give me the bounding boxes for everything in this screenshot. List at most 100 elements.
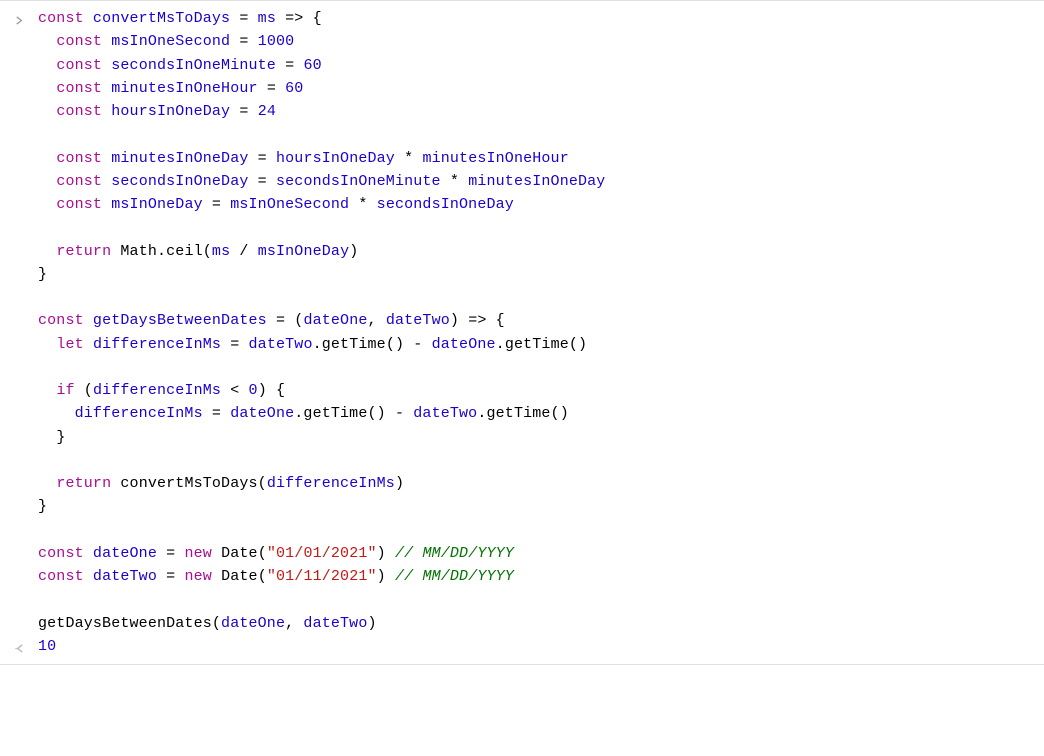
code-content[interactable]: const dateTwo = new Date("01/11/2021") /… xyxy=(38,565,1044,588)
token-keyword: const xyxy=(38,545,84,562)
code-content[interactable]: const convertMsToDays = ms => { xyxy=(38,7,1044,30)
code-content[interactable]: } xyxy=(38,263,1044,286)
token-op: = xyxy=(276,312,285,329)
code-content[interactable]: return convertMsToDays(differenceInMs) xyxy=(38,472,1044,495)
code-content[interactable]: if (differenceInMs < 0) { xyxy=(38,379,1044,402)
code-line[interactable]: } xyxy=(0,426,1044,449)
code-line[interactable]: const dateTwo = new Date("01/11/2021") /… xyxy=(0,565,1044,588)
token-punc: ( xyxy=(84,382,93,399)
code-line[interactable]: const minutesInOneDay = hoursInOneDay * … xyxy=(0,147,1044,170)
code-content[interactable]: } xyxy=(38,495,1044,518)
token-punc: ) xyxy=(258,382,267,399)
code-line[interactable]: const msInOneSecond = 1000 xyxy=(0,30,1044,53)
code-line[interactable] xyxy=(0,449,1044,472)
code-content[interactable]: differenceInMs = dateOne.getTime() - dat… xyxy=(38,402,1044,425)
token-punc: ( xyxy=(258,545,267,562)
token-keyword: const xyxy=(38,568,84,585)
code-content[interactable] xyxy=(38,286,1044,309)
code-content[interactable]: return Math.ceil(ms / msInOneDay) xyxy=(38,240,1044,263)
code-content[interactable]: const hoursInOneDay = 24 xyxy=(38,100,1044,123)
code-content[interactable]: const msInOneDay = msInOneSecond * secon… xyxy=(38,193,1044,216)
token-plain xyxy=(102,33,111,50)
token-plain xyxy=(441,173,450,190)
token-plain xyxy=(230,33,239,50)
code-line[interactable]: return convertMsToDays(differenceInMs) xyxy=(0,472,1044,495)
code-line[interactable]: getDaysBetweenDates(dateOne, dateTwo) xyxy=(0,612,1044,635)
token-identifier: dateTwo xyxy=(413,405,477,422)
gutter xyxy=(0,472,38,495)
code-content[interactable] xyxy=(38,216,1044,239)
code-content[interactable]: const secondsInOneMinute = 60 xyxy=(38,54,1044,77)
code-content[interactable] xyxy=(38,449,1044,472)
code-content[interactable]: getDaysBetweenDates(dateOne, dateTwo) xyxy=(38,612,1044,635)
code-content[interactable]: let differenceInMs = dateTwo.getTime() -… xyxy=(38,333,1044,356)
code-content[interactable]: const msInOneSecond = 1000 xyxy=(38,30,1044,53)
code-content[interactable]: } xyxy=(38,426,1044,449)
indent xyxy=(38,173,56,190)
code-content[interactable] xyxy=(38,588,1044,611)
code-line[interactable]: } xyxy=(0,495,1044,518)
code-line[interactable]: const secondsInOneMinute = 60 xyxy=(0,54,1044,77)
devtools-console[interactable]: const convertMsToDays = ms => { const ms… xyxy=(0,0,1044,665)
token-identifier: msInOneDay xyxy=(258,243,350,260)
code-content[interactable]: const secondsInOneDay = secondsInOneMinu… xyxy=(38,170,1044,193)
token-punc: ) xyxy=(349,243,358,260)
code-line[interactable]: const dateOne = new Date("01/01/2021") /… xyxy=(0,542,1044,565)
code-content[interactable]: const minutesInOneDay = hoursInOneDay * … xyxy=(38,147,1044,170)
gutter xyxy=(0,565,38,588)
code-content[interactable] xyxy=(38,356,1044,379)
code-line[interactable]: differenceInMs = dateOne.getTime() - dat… xyxy=(0,402,1044,425)
code-line[interactable] xyxy=(0,519,1044,542)
token-identifier: dateTwo xyxy=(249,336,313,353)
token-identifier: dateOne xyxy=(230,405,294,422)
code-line[interactable] xyxy=(0,588,1044,611)
token-identifier: dateOne xyxy=(93,545,157,562)
token-plain xyxy=(404,405,413,422)
token-punc: , xyxy=(368,312,377,329)
token-keyword: new xyxy=(184,568,211,585)
indent xyxy=(38,429,56,446)
code-line[interactable] xyxy=(0,216,1044,239)
token-op: => xyxy=(285,10,303,27)
code-line[interactable]: 10 xyxy=(0,635,1044,658)
code-line[interactable]: let differenceInMs = dateTwo.getTime() -… xyxy=(0,333,1044,356)
code-line[interactable]: const getDaysBetweenDates = (dateOne, da… xyxy=(0,309,1044,332)
token-plain xyxy=(258,80,267,97)
code-line[interactable]: return Math.ceil(ms / msInOneDay) xyxy=(0,240,1044,263)
code-content[interactable] xyxy=(38,123,1044,146)
code-line[interactable] xyxy=(0,286,1044,309)
token-plain: getDaysBetweenDates xyxy=(38,615,212,632)
token-plain xyxy=(239,336,248,353)
token-number: 60 xyxy=(285,80,303,97)
indent xyxy=(38,475,56,492)
gutter xyxy=(0,263,38,286)
code-line[interactable]: } xyxy=(0,263,1044,286)
code-line[interactable]: const minutesInOneHour = 60 xyxy=(0,77,1044,100)
code-line[interactable]: const secondsInOneDay = secondsInOneMinu… xyxy=(0,170,1044,193)
token-plain xyxy=(368,196,377,213)
code-content[interactable]: const minutesInOneHour = 60 xyxy=(38,77,1044,100)
indent xyxy=(38,405,75,422)
code-content[interactable]: const dateOne = new Date("01/01/2021") /… xyxy=(38,542,1044,565)
code-content[interactable] xyxy=(38,519,1044,542)
token-plain xyxy=(84,312,93,329)
gutter xyxy=(0,402,38,425)
token-punc: ) xyxy=(377,568,386,585)
code-content[interactable]: 10 xyxy=(38,635,1044,658)
token-keyword: const xyxy=(56,103,102,120)
code-line[interactable]: const hoursInOneDay = 24 xyxy=(0,100,1044,123)
token-identifier: dateOne xyxy=(221,615,285,632)
token-plain xyxy=(230,103,239,120)
token-identifier: minutesInOneHour xyxy=(422,150,568,167)
code-line[interactable]: const msInOneDay = msInOneSecond * secon… xyxy=(0,193,1044,216)
blank-line xyxy=(38,522,47,539)
token-punc: ( xyxy=(569,336,578,353)
token-punc: ( xyxy=(212,615,221,632)
code-line[interactable]: const convertMsToDays = ms => { xyxy=(0,7,1044,30)
code-line[interactable] xyxy=(0,123,1044,146)
code-line[interactable]: if (differenceInMs < 0) { xyxy=(0,379,1044,402)
token-identifier: secondsInOneMinute xyxy=(111,57,276,74)
token-plain: convertMsToDays xyxy=(120,475,257,492)
code-content[interactable]: const getDaysBetweenDates = (dateOne, da… xyxy=(38,309,1044,332)
code-line[interactable] xyxy=(0,356,1044,379)
